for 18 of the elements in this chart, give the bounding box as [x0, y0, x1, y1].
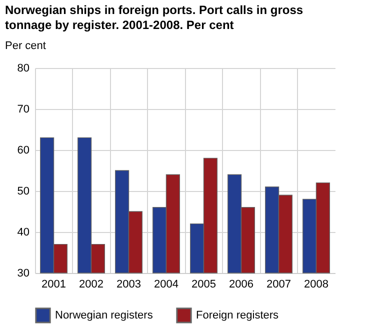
x-tick-label: 2004 [154, 278, 178, 290]
x-tick-label: 2005 [192, 278, 216, 290]
x-tick-label: 2008 [304, 278, 328, 290]
y-tick-label: 40 [17, 226, 30, 238]
y-tick-label: 60 [17, 144, 30, 156]
y-tick-label: 30 [17, 268, 30, 280]
x-tick-label: 2001 [42, 278, 66, 290]
y-tick-label: 50 [17, 186, 30, 198]
chart-title: Norwegian ships in foreign ports. Port calls in gross tonnage by register. 2001-2008. Per cent [5, 3, 304, 32]
x-tick-label: 2006 [229, 278, 254, 290]
x-tick-label: 2003 [116, 278, 141, 290]
legend-label: Norwegian registers [55, 309, 154, 322]
y-axis-title: Per cent [5, 40, 46, 52]
x-tick-label: 2002 [79, 278, 104, 290]
y-tick-label: 70 [17, 104, 30, 116]
y-tick-label: 80 [17, 62, 30, 74]
legend-label: Foreign registers [196, 309, 280, 322]
x-tick-label: 2007 [266, 278, 291, 290]
